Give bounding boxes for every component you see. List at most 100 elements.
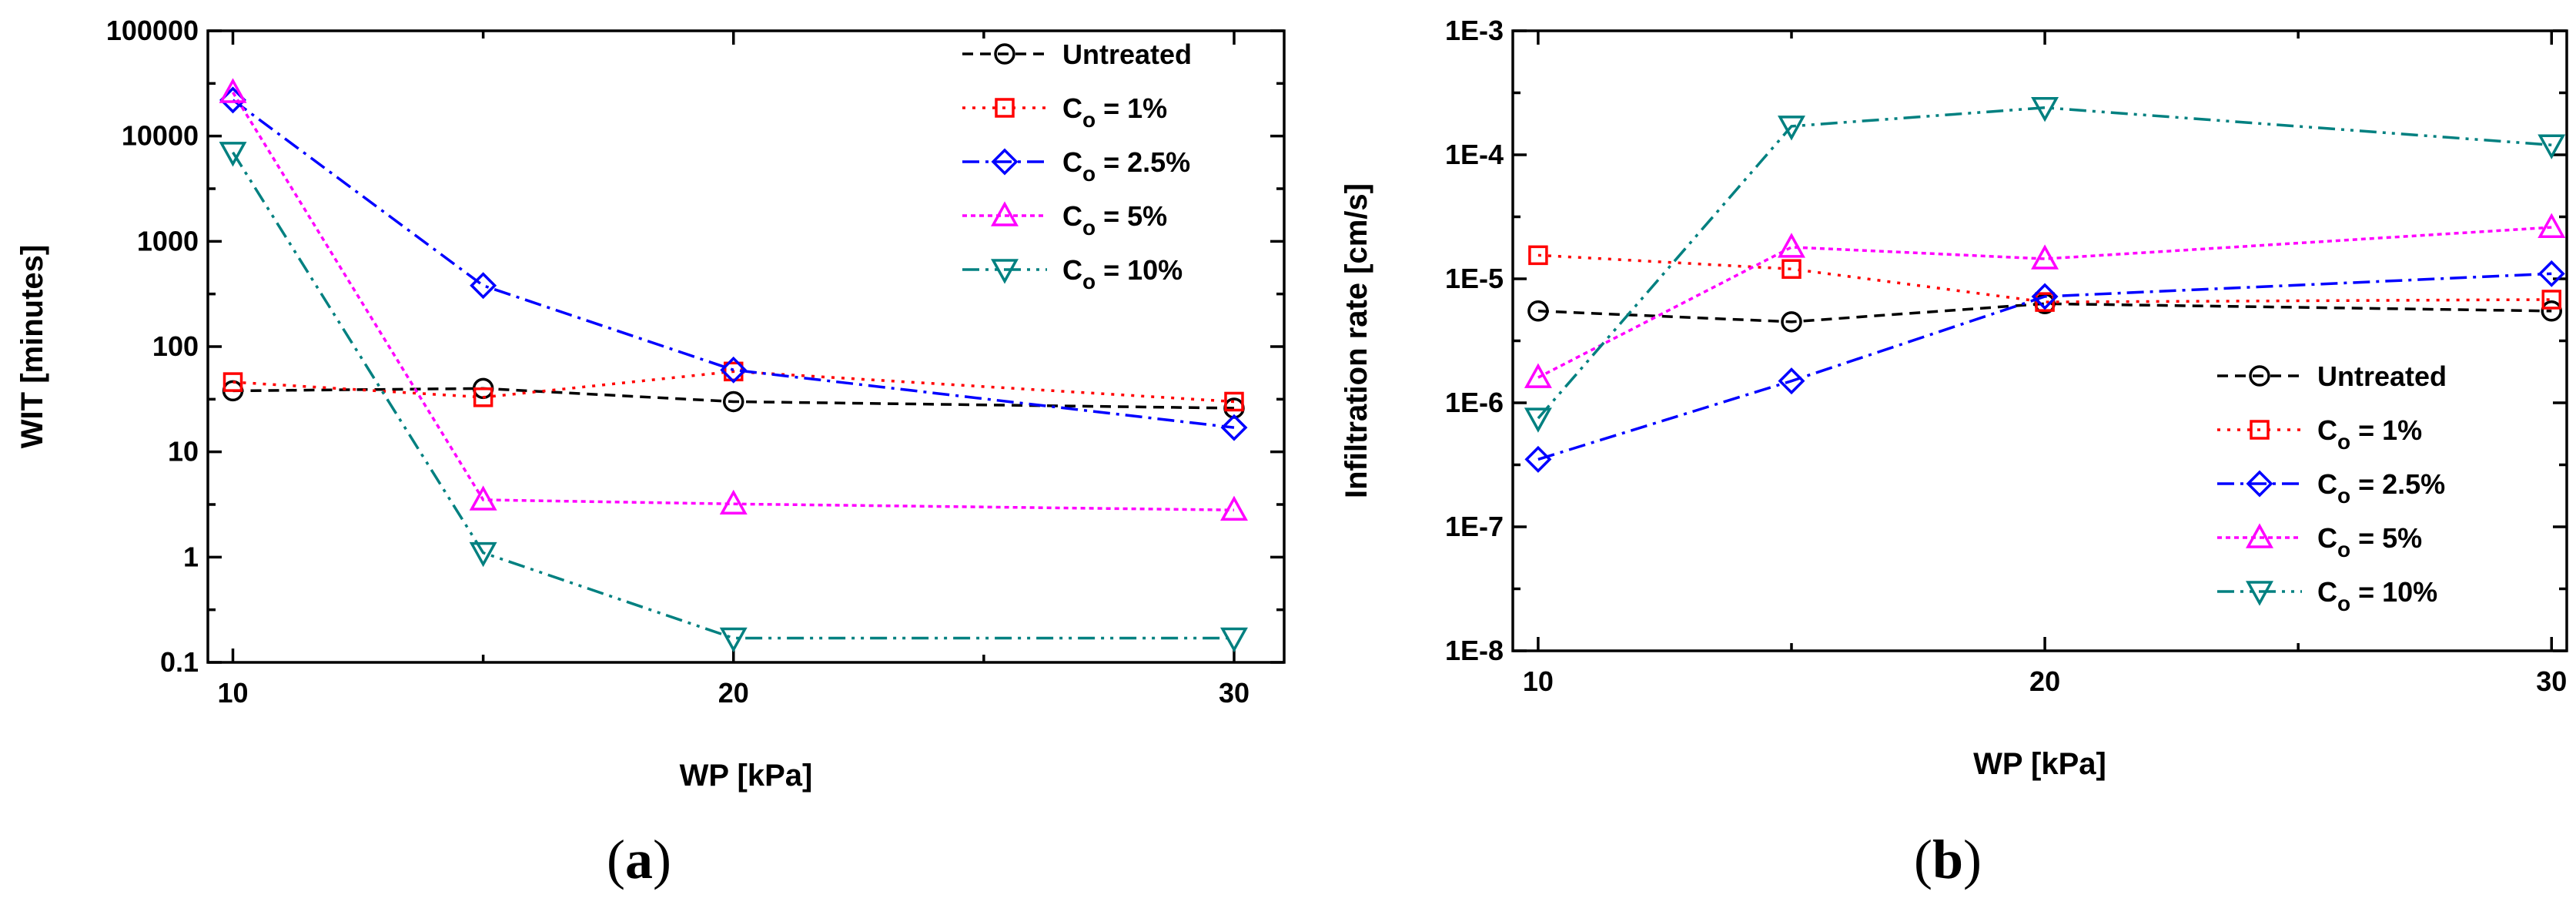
data-point [1220,414,1248,441]
legend-label: Co = 10% [1062,254,1183,293]
panel-label-letter: a [625,829,653,890]
legend-swatch-marker [2250,420,2270,440]
x-axis-title: WP [kPa] [1973,747,2106,781]
data-point [1778,367,1805,395]
x-tick-label: 20 [718,677,749,709]
y-axis-ticks: 1E-8 1E-7 1E-6 1E-5 1E-4 1E-3 [1445,15,2567,666]
legend-swatch-marker [991,201,1019,226]
legend-item: Co = 1% [2217,414,2422,454]
panel-label-paren-open: ( [607,829,625,890]
legend-label-subscript: o [2337,538,2350,561]
legend-item: Co = 2.5% [962,146,1190,186]
x-tick-label: 30 [1219,677,1250,709]
series-5 [219,142,1248,653]
data-point [2541,290,2562,310]
panel-label-paren-close: ) [1963,829,1982,890]
y-tick-label: 100000 [106,15,199,46]
legend-label: Co = 10% [2317,576,2437,615]
series-line [233,370,1235,404]
data-point [1528,245,1548,266]
legend-label: Co = 5% [2317,522,2422,561]
chart-panel-b: 1E-8 1E-7 1E-6 1E-5 1E-4 1E-3 10 20 30 WP [kPa] In… [1340,15,2568,890]
chart-panel-a: 0.1 1 10 100 1000 10000 100000 10 20 30 WP [kPa] WI… [15,15,1286,890]
data-point [2035,292,2055,312]
data-point [1781,311,1802,333]
panel-label-paren-open: ( [1914,829,1932,890]
legend-label-subscript: o [2337,592,2350,615]
panel-label-paren-close: ) [653,829,671,890]
data-point [719,627,748,653]
legend-swatch-marker [2246,581,2273,606]
y-axis-ticks: 0.1 1 10 100 1000 10000 100000 [106,15,1284,678]
data-point [2031,283,2059,310]
legend-item: Untreated [2217,360,2447,392]
legend-swatch-marker [995,98,1015,118]
x-tick-label: 10 [217,677,248,709]
series-line [1537,302,2552,323]
data-point [1524,363,1552,388]
y-tick-label: 1E-6 [1445,387,1504,418]
data-point [2538,213,2566,238]
y-tick-label: 10 [168,436,199,468]
legend-label: Untreated [2317,360,2447,392]
x-tick-label: 20 [2029,665,2060,697]
legend-label-rest: = 2.5% [1096,146,1190,178]
data-point [470,272,497,300]
legend-label-main: C [1062,92,1082,124]
y-tick-label: 1E-7 [1445,511,1504,542]
legend-label-subscript: o [1082,162,1096,186]
data-point [2031,97,2059,122]
legend-item: Co = 1% [962,92,1167,132]
x-tick-label: 10 [1523,665,1554,697]
legend-label-main: C [2317,414,2337,446]
legend-label-subscript: o [1082,270,1096,293]
legend-label-rest: = 10% [1096,254,1183,286]
data-point [2541,300,2563,322]
legend-label-rest: = 5% [1096,200,1167,232]
x-tick-label: 30 [2536,665,2567,697]
data-point [722,390,744,413]
x-axis-ticks: 10 20 30 [1523,31,2567,697]
legend-label-main: Untreated [2317,360,2447,392]
data-point [219,142,247,167]
plot-frame [206,29,1286,664]
y-tick-label: 1E-5 [1445,263,1504,294]
y-tick-label: 0.1 [160,646,199,678]
legend-swatch-marker [994,43,1015,65]
legend-label: Co = 1% [1062,92,1167,132]
legend-swatch-marker [991,259,1019,284]
legend-label-main: C [2317,576,2337,608]
legend-label-rest: = 10% [2350,576,2437,608]
legend-swatch-marker [991,148,1019,176]
data-point [1527,300,1549,322]
data-point [720,356,748,384]
data-point [1220,495,1248,521]
legend-label-rest: = 5% [2350,522,2422,554]
series-3 [219,86,1248,441]
legend-label-main: C [2317,522,2337,554]
x-axis-title: WP [kPa] [680,759,813,793]
legend-label-rest: = 1% [2350,414,2422,446]
series-line [1537,253,2552,303]
data-point [1220,627,1248,653]
legend-label-subscript: o [2337,484,2350,508]
panel-label: (b) [1914,829,1982,890]
series-2 [1528,245,2562,312]
data-point [469,485,497,511]
y-axis-title: Infiltration rate [cm/s] [1340,183,1373,498]
legend-label-main: C [1062,254,1082,286]
data-point [469,541,497,568]
data-point [1781,259,1802,280]
legend-swatch-marker [2249,365,2270,387]
legend-label: Untreated [1062,39,1192,70]
series-1 [1527,293,2563,333]
y-tick-label: 100 [152,330,199,362]
panel-label-letter: b [1932,829,1963,890]
data-point [2538,260,2565,287]
data-point [1524,445,1552,473]
legend-swatch-marker [2246,470,2273,498]
data-point [719,489,748,515]
